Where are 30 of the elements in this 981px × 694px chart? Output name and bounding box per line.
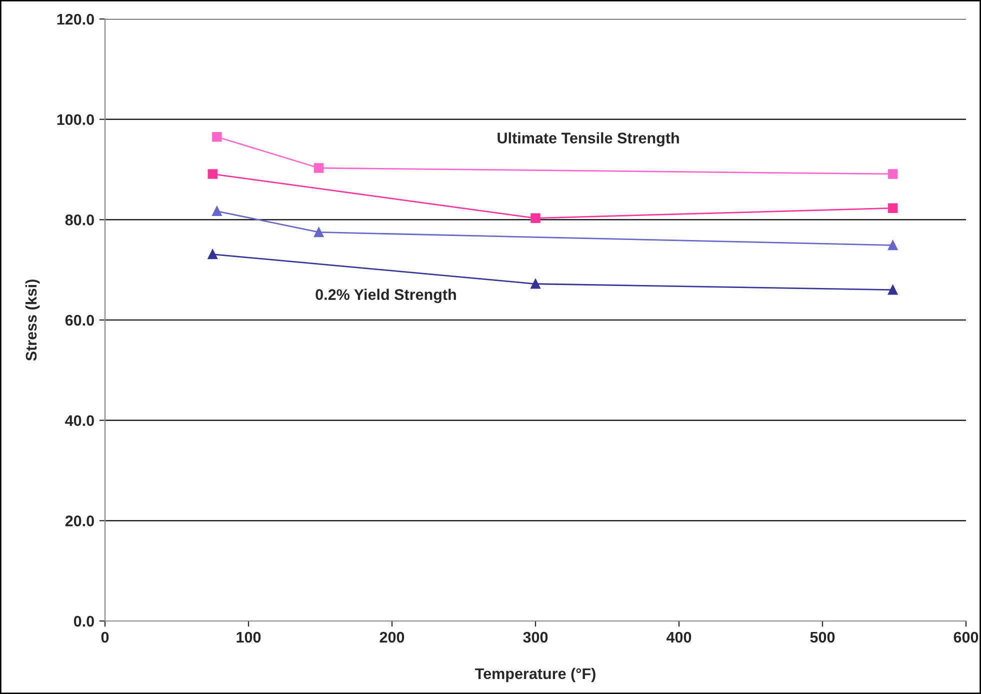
point [888, 285, 898, 295]
y-tick-label: 0.0 [74, 616, 94, 627]
y-tick-label: 20.0 [65, 516, 94, 526]
point [314, 227, 324, 238]
annotation: Ultimate Tensile Strength [498, 132, 679, 147]
x-axis-title: Temperature (°F) [475, 668, 596, 682]
point [208, 169, 218, 179]
point [888, 203, 898, 213]
point [888, 169, 898, 179]
x-tick-label: 400 [666, 632, 692, 643]
point [530, 279, 540, 289]
point [314, 163, 324, 173]
point [530, 213, 540, 224]
x-tick-label: 100 [236, 632, 261, 643]
point [208, 249, 218, 260]
y-tick-label: 120.0 [57, 14, 94, 25]
y-tick-label: 80.0 [65, 214, 94, 226]
point [212, 206, 222, 216]
x-tick-label: 0 [101, 632, 109, 643]
point [888, 240, 898, 250]
x-tick-label: 500 [810, 632, 835, 643]
y-tick-label: 60.0 [65, 314, 94, 326]
y-tick-label: 40.0 [65, 415, 94, 426]
y-tick-label: 100.0 [57, 114, 94, 126]
y-axis-title: Stress (ksi) [25, 280, 40, 361]
annotation: 0.2% Yield Strength [316, 288, 456, 304]
point [212, 132, 222, 142]
x-tick-label: 200 [380, 632, 404, 643]
x-tick-label: 300 [523, 632, 548, 643]
x-tick-label: 600 [954, 632, 978, 643]
